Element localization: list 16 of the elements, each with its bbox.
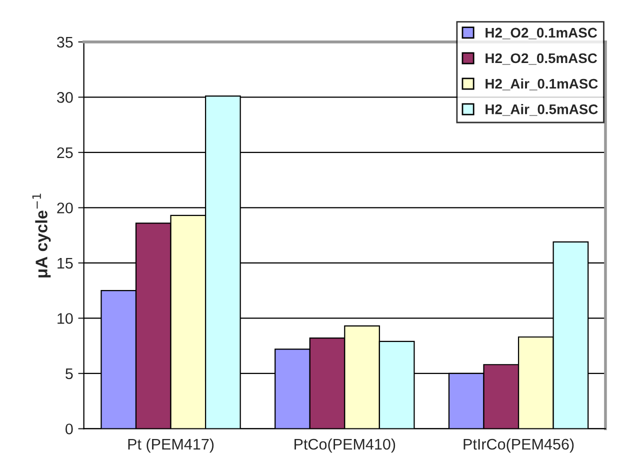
y-tick-label: 5: [66, 368, 73, 380]
x-tick-label: PtIrCo(PEM456): [464, 438, 574, 453]
y-tick-label: 25: [57, 147, 73, 158]
y-tick-label: 10: [58, 313, 73, 324]
y-tick-label: 30: [57, 92, 73, 103]
y-tick-label: 20: [57, 202, 73, 214]
x-tick-label: PtCo(PEM410): [294, 438, 396, 453]
legend-label: H2_O2_0.5mASC: [486, 53, 598, 65]
legend-label: H2_Air_0.1mASC: [486, 78, 598, 90]
legend-label: H2_O2_0.1mASC: [486, 28, 598, 40]
y-axis-title: μA cycle$^{−1}$: [32, 194, 51, 278]
y-tick-label: 0: [66, 424, 73, 434]
y-tick-label: 35: [57, 36, 73, 48]
y-tick-label: 15: [58, 258, 73, 269]
x-tick-label: Pt (PEM417): [128, 438, 214, 453]
legend-label: H2_Air_0.5mASC: [486, 104, 598, 116]
